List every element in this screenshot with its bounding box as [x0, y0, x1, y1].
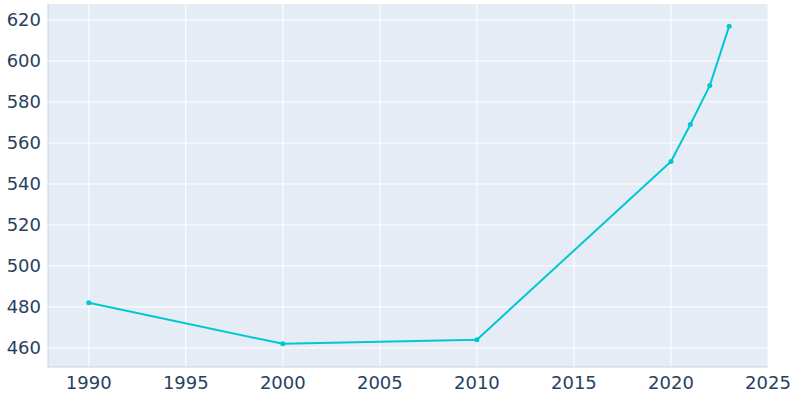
y-tick-label: 560: [7, 132, 41, 153]
chart: 460 480 500 520 540 560 580 600 620 1990 1995 2000 2…: [0, 0, 800, 400]
y-axis-line: [48, 4, 49, 367]
y-tick-label: 520: [7, 214, 41, 235]
x-grid-line: [476, 4, 477, 367]
y-tick-label: 600: [7, 50, 41, 71]
y-tick-label: 620: [7, 9, 41, 30]
point-marker: [280, 341, 285, 346]
y-tick-label: 540: [7, 173, 41, 194]
x-tick-label: 2015: [551, 372, 597, 393]
x-tick-label: 2020: [648, 372, 694, 393]
point-marker: [86, 300, 91, 305]
y-grid-line: [48, 60, 768, 61]
x-tick-label: 1995: [163, 372, 209, 393]
y-tick-label: 460: [7, 337, 41, 358]
y-tick-label: 580: [7, 91, 41, 112]
y-grid-line: [48, 142, 768, 143]
x-grid-line: [670, 4, 671, 367]
series-group: [86, 24, 731, 347]
y-tick-label: 480: [7, 296, 41, 317]
y-grid-line: [48, 101, 768, 102]
point-marker: [668, 159, 673, 164]
y-grid-line: [48, 183, 768, 184]
y-grid-line: [48, 306, 768, 307]
point-marker: [707, 83, 712, 88]
x-grid-line: [573, 4, 574, 367]
x-tick-label: 2025: [745, 372, 791, 393]
y-grid-line: [48, 19, 768, 20]
x-grid-line: [185, 4, 186, 367]
x-grid-line: [88, 4, 89, 367]
y-tick-label: 500: [7, 255, 41, 276]
point-marker: [474, 337, 479, 342]
x-tick-label: 2000: [260, 372, 306, 393]
x-grid-line: [768, 4, 769, 367]
x-grid-line: [282, 4, 283, 367]
plot-background: [48, 4, 768, 367]
y-grid-line: [48, 347, 768, 348]
x-tick-label: 1990: [66, 372, 112, 393]
x-tick-label: 2005: [357, 372, 403, 393]
x-grid-line: [379, 4, 380, 367]
point-marker: [688, 122, 693, 127]
x-axis-line: [48, 367, 768, 368]
point-marker: [727, 24, 732, 29]
x-tick-label: 2010: [454, 372, 500, 393]
y-grid-line: [48, 265, 768, 266]
y-grid-line: [48, 224, 768, 225]
line: [89, 26, 729, 344]
